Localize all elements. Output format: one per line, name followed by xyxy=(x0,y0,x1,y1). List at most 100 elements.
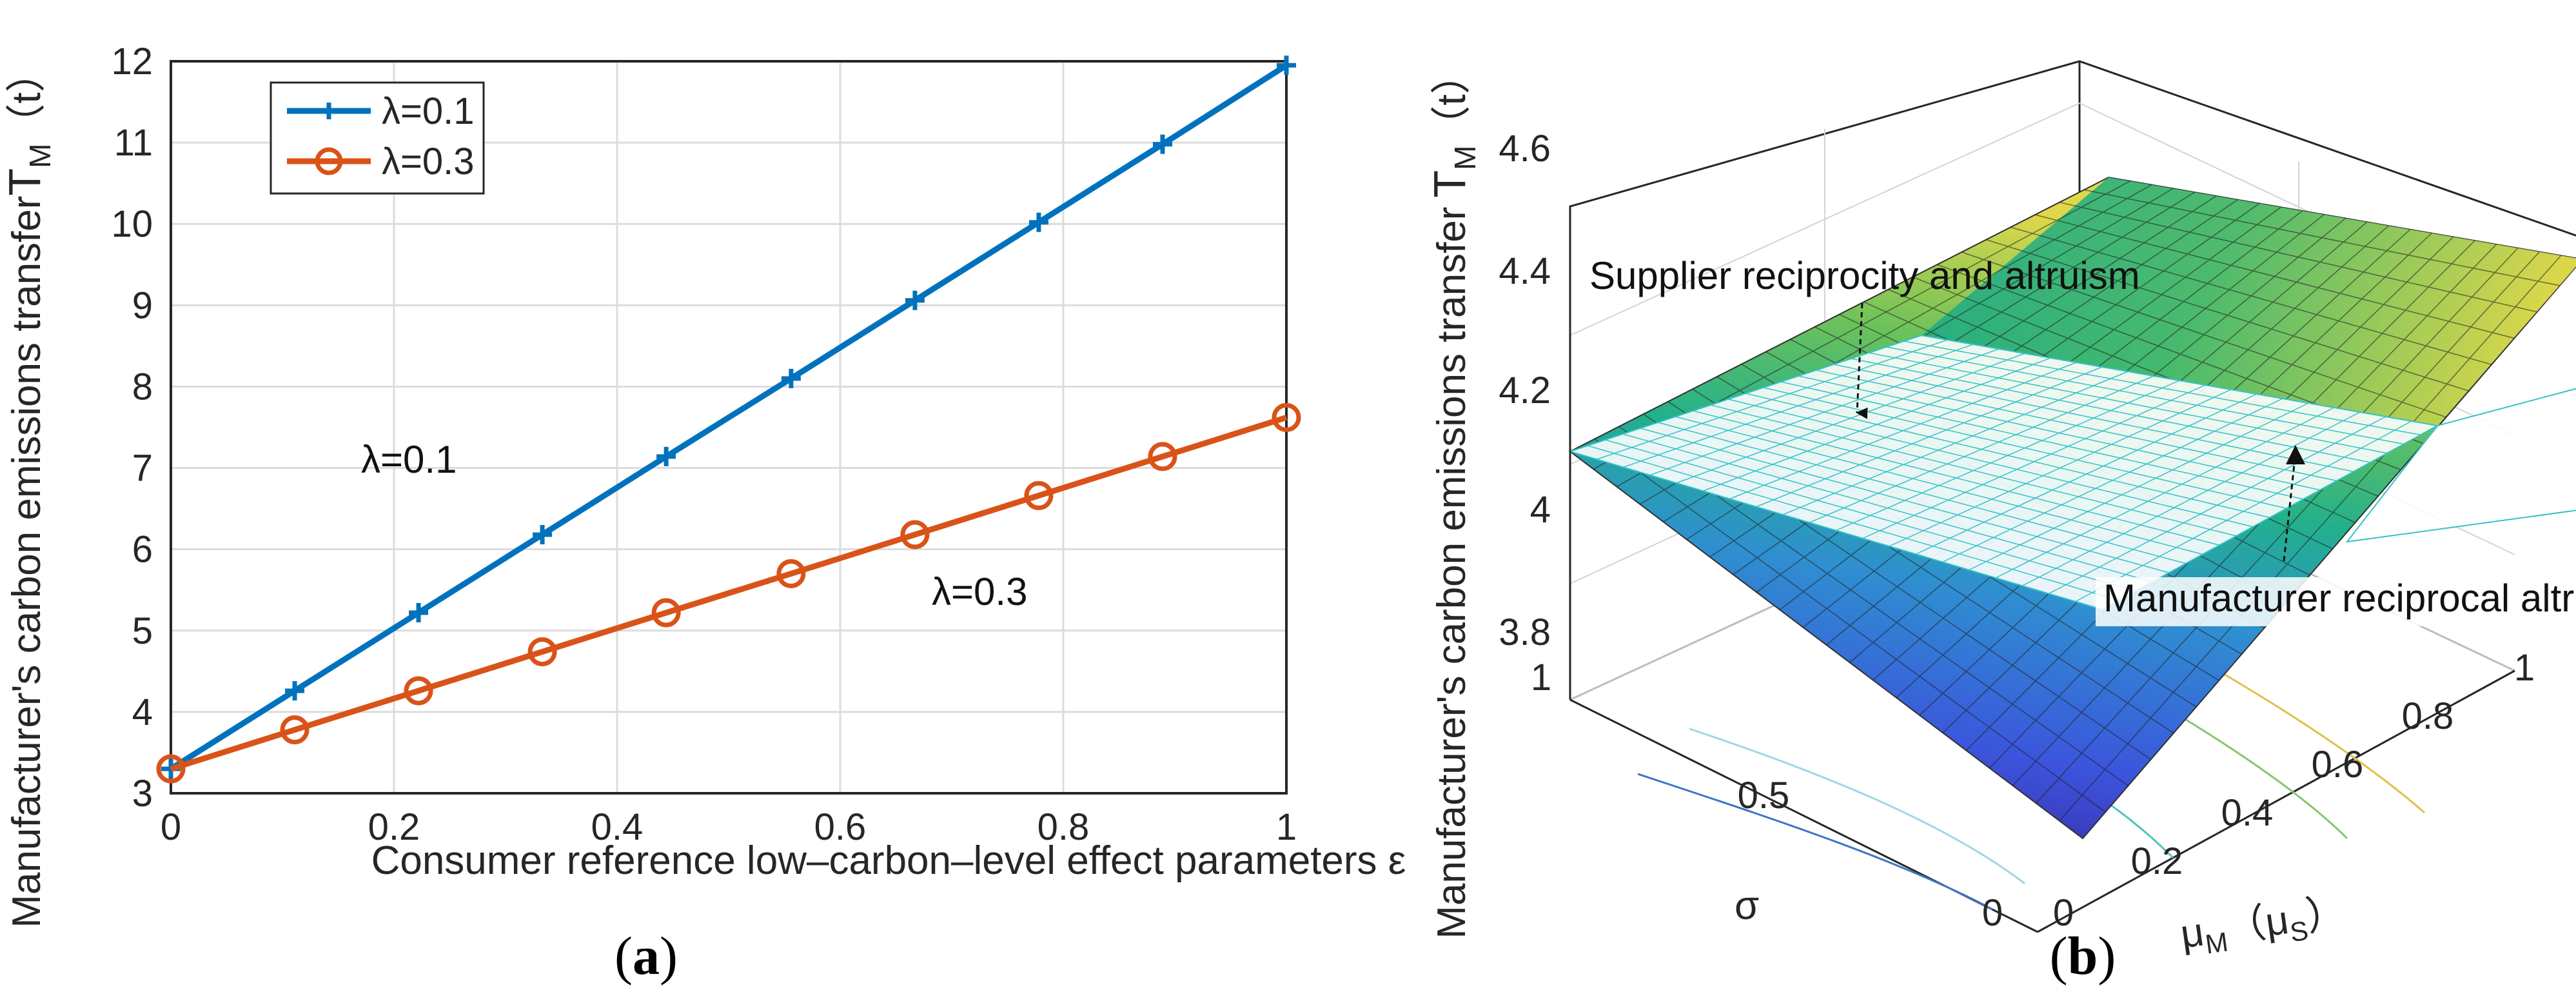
data-point xyxy=(404,676,433,706)
mu-tick-label: 0.8 xyxy=(2402,695,2454,737)
data-point xyxy=(1277,55,1296,75)
svg-text:λ=0.3: λ=0.3 xyxy=(382,141,475,183)
mesh-grid-line xyxy=(1798,375,2321,491)
mesh-grid-line xyxy=(1763,387,2287,509)
z-tick-label: 4 xyxy=(1530,489,1551,531)
data-point xyxy=(1148,442,1177,471)
data-point xyxy=(1152,134,1172,154)
z-tick-label: 4.6 xyxy=(1499,128,1551,170)
data-point xyxy=(781,368,801,388)
svg-text:λ=0.1: λ=0.1 xyxy=(382,90,475,132)
mesh-grid-line xyxy=(1886,346,2404,445)
series-line xyxy=(169,63,1288,771)
surface-grid-line xyxy=(2010,226,2492,366)
z-tick-label: 4.2 xyxy=(1499,370,1551,411)
x-tick-label: 0.8 xyxy=(1037,806,1090,848)
mesh-grid-line xyxy=(2075,420,2412,602)
surface-grid-line xyxy=(1961,252,2446,418)
surface-grid-line xyxy=(2059,255,2562,822)
y-tick-label: 3 xyxy=(132,773,153,815)
z-tick-label: 3.8 xyxy=(1499,611,1551,653)
data-point xyxy=(156,754,186,784)
mesh-grid-line xyxy=(2049,416,2386,595)
y-axis-label: Manufacturer's carbon emissions transfer… xyxy=(0,52,57,928)
mesh-grid-line xyxy=(1816,370,2337,482)
series-lines xyxy=(156,55,1301,784)
surface-grid-line xyxy=(2083,189,2560,286)
mu-tick-label: 0.6 xyxy=(2312,744,2364,786)
mu-tick-label: 0 xyxy=(2053,892,2074,934)
y-tick-label: 11 xyxy=(114,122,153,164)
y-tick-label: 10 xyxy=(111,203,153,245)
annotation-background xyxy=(2096,577,2521,626)
surface-grid-line xyxy=(2059,201,2537,313)
mu-tick-labels: 0 0.2 0.4 0.6 0.8 1 xyxy=(2053,647,2535,934)
data-point xyxy=(776,559,806,588)
z-tick-label: 4.4 xyxy=(1499,250,1551,292)
sigma-tick-label: 1 xyxy=(1531,657,1551,698)
data-point xyxy=(409,603,429,623)
y-tick-label: 6 xyxy=(132,529,153,571)
mesh-grid-line xyxy=(1869,352,2388,454)
data-point xyxy=(285,681,305,701)
mesh-grid-line xyxy=(1780,381,2304,500)
y-tick-labels: 3 4 5 6 7 8 9 10 11 12 xyxy=(111,41,153,815)
mesh-grid-line xyxy=(1915,393,2257,555)
annotation-supplier: Supplier reciprocity and altruism xyxy=(1589,254,2140,419)
mesh-grid-lines xyxy=(1588,339,2421,602)
data-point xyxy=(533,524,553,544)
series-lambda-0.3 xyxy=(156,402,1301,784)
mesh-grid-line xyxy=(1942,398,2283,563)
legend: λ=0.1 λ=0.3 xyxy=(270,81,485,195)
svg-text:Manufacturer reciprocal altrui: Manufacturer reciprocal altruism xyxy=(2103,577,2576,620)
legend-box xyxy=(270,81,485,195)
legend-entry-lambda-0.3: λ=0.3 xyxy=(287,141,475,183)
data-point xyxy=(1028,212,1048,232)
mu-tick-label: 1 xyxy=(2514,647,2535,689)
mu-axis-label: μM（μS） xyxy=(2178,890,2350,963)
svg-text:Supplier reciprocity and altru: Supplier reciprocity and altruism xyxy=(1589,254,2140,297)
y-tick-label: 4 xyxy=(132,691,153,733)
annotation-manufacturer: Manufacturer reciprocal altruism xyxy=(2096,445,2576,626)
sigma-tick-label: 0.5 xyxy=(1738,775,1790,816)
mu-tick-label: 0.4 xyxy=(2221,792,2274,834)
surface-grid-line xyxy=(1985,239,2470,391)
y-tick-label: 7 xyxy=(132,448,153,490)
sigma-axis-label: σ xyxy=(1735,884,1759,928)
mesh-grid-line xyxy=(1889,389,2232,547)
legend-entry-lambda-0.1: λ=0.1 xyxy=(287,90,475,132)
sigma-tick-labels: 1 0.5 0 xyxy=(1531,657,2003,934)
y-tick-label: 12 xyxy=(111,41,153,83)
x-tick-labels: 0 0.2 0.4 0.6 0.8 1 xyxy=(161,806,1297,848)
data-point xyxy=(651,598,681,628)
series-line xyxy=(170,415,1288,772)
series-lambda-0.1 xyxy=(161,55,1296,779)
data-point xyxy=(905,290,925,310)
panel-b-surface-chart: 3.8 4 4.2 4.4 4.6 1 0.5 0 0 0.2 0.4 0.6 … xyxy=(1424,54,2576,986)
mesh-grid-line xyxy=(1995,407,2335,579)
x-tick-label: 1 xyxy=(1276,806,1297,848)
mesh-grid-line xyxy=(1833,364,2354,472)
y-tick-label: 5 xyxy=(132,610,153,652)
x-tick-label: 0.2 xyxy=(368,806,420,848)
data-point xyxy=(1024,480,1054,510)
mu-tick-label: 0.2 xyxy=(2131,840,2183,882)
sigma-tick-label: 0 xyxy=(1982,892,2003,934)
mesh-grid-line xyxy=(2021,411,2361,586)
panel-b-caption: (b) xyxy=(2050,926,2116,986)
y-tick-label: 9 xyxy=(132,284,153,326)
panel-a-caption: (a) xyxy=(615,926,678,986)
x-axis-label: Consumer reference low–carbon–level effe… xyxy=(371,838,1406,883)
mesh-grid-line xyxy=(1903,341,2421,435)
surface-manufacturer-reciprocal-altruism xyxy=(1568,334,2576,611)
annotation-lambda-0.3: λ=0.3 xyxy=(932,570,1027,613)
data-point xyxy=(280,715,310,745)
mesh-grid-line xyxy=(1862,384,2206,539)
surface-grid-line xyxy=(2036,251,2540,804)
data-point xyxy=(900,520,930,549)
x-tick-label: 0.6 xyxy=(814,806,867,848)
mesh-grid-line xyxy=(1836,380,2180,531)
mesh-grid-line xyxy=(1851,358,2371,463)
data-point xyxy=(527,637,557,667)
